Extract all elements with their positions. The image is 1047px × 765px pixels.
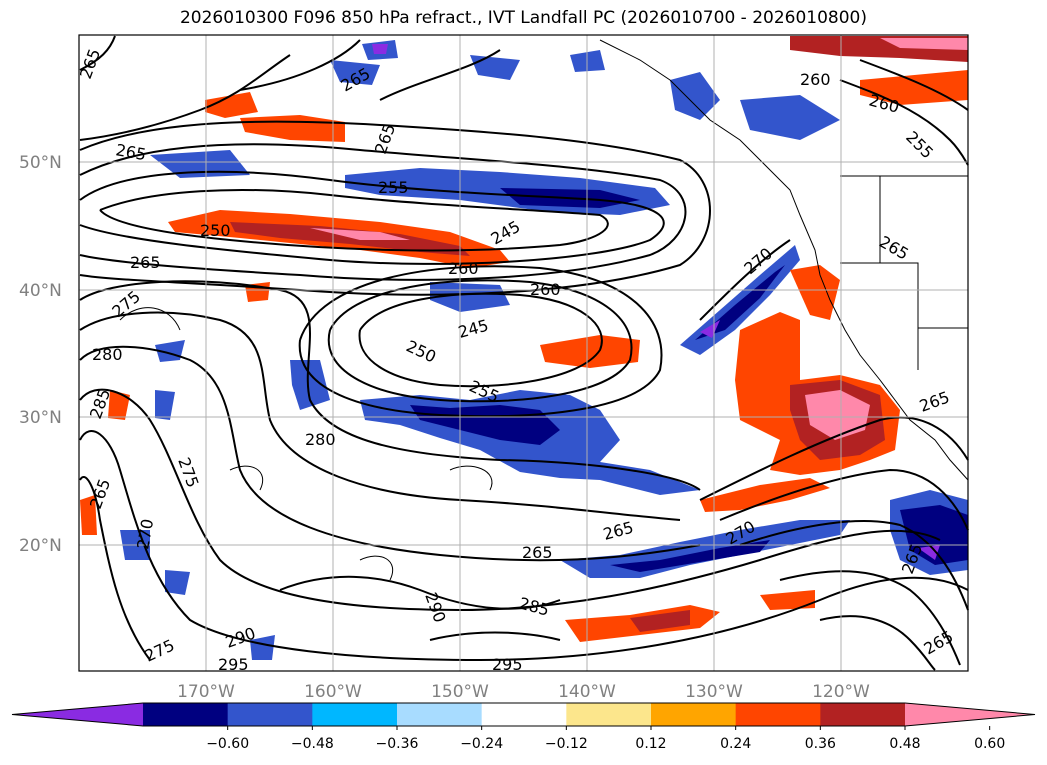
contour-label: 260 [530,280,561,299]
map-title: 2026010300 F096 850 hPa refract., IVT La… [179,8,867,28]
colorbar-segment [397,703,483,726]
contour-label: 295 [218,655,249,674]
lat-label: 50°N [19,153,62,173]
contour-label: 295 [492,655,523,674]
colorbar-extend-high [905,703,1035,726]
contour-label: 260 [800,70,831,89]
lon-label: 130°W [685,682,743,702]
graticule [79,35,968,671]
colorbar-tick-label: 0.24 [720,736,751,752]
lat-label: 40°N [19,281,62,301]
lon-label: 150°W [431,682,489,702]
colorbar-outline [11,702,1036,727]
colorbar-tick-label: 0.48 [889,736,920,752]
map-frame [78,34,969,672]
colorbar-tick-label: −0.48 [291,736,334,752]
lat-label: 20°N [19,536,62,556]
colorbar-tick-label: 0.60 [974,736,1005,752]
lat-label: 30°N [19,408,62,428]
colorbar-segment [481,703,567,726]
colorbar-segment [227,703,313,726]
colorbar-tick-label: −0.60 [206,736,249,752]
contour-label: 280 [92,345,123,364]
lon-label: 120°W [812,682,870,702]
colorbar-segment [566,703,652,726]
lon-label: 170°W [177,682,235,702]
refractivity-contours [79,35,969,671]
colorbar-segment [312,703,398,726]
colorbar-segment [735,703,821,726]
contour-label: 250 [200,221,231,240]
contour-label: 280 [305,430,336,449]
colorbar-segment [820,703,906,726]
colorbar-tick-label: −0.24 [460,736,503,752]
longitude-labels: 170°W 160°W 150°W 140°W 130°W 120°W [177,682,870,702]
lon-label: 140°W [558,682,616,702]
map-panel: 265 265 265 265 255 250 265 245 260 260 … [76,34,969,674]
latitude-labels: 50°N 40°N 30°N 20°N [19,153,62,556]
colorbar-segment [143,703,229,726]
colorbar-tick-label: 0.12 [635,736,666,752]
colorbar-segment [651,703,737,726]
contour-label: 265 [130,253,161,272]
map-background [79,35,968,671]
contour-label: 255 [378,178,409,197]
colorbar-tick-label: −0.12 [545,736,588,752]
colorbar: −0.60 −0.48 −0.36 −0.24 −0.12 0.12 0.24 0.36 0.4… [11,702,1036,752]
contour-label: 260 [448,259,479,278]
colorbar-tick-label: 0.36 [805,736,836,752]
lon-label: 160°W [304,682,362,702]
contour-label: 265 [522,543,553,562]
thin-contours [119,307,493,581]
colorbar-extend-low [12,703,143,726]
colorbar-tick-label: −0.36 [376,736,419,752]
